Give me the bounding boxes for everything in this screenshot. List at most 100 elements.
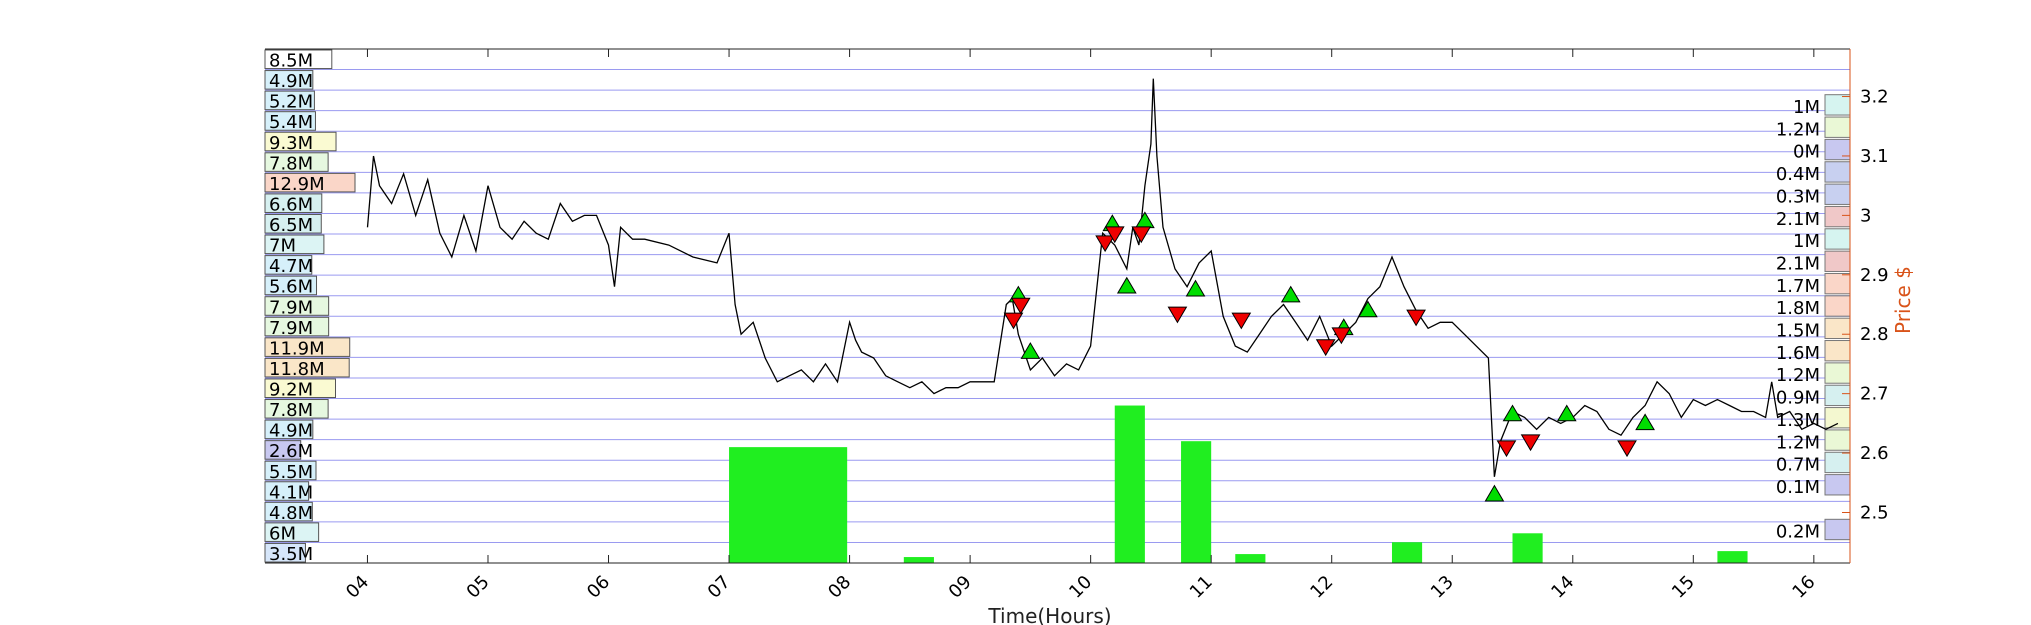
left-profile-bar [264, 255, 313, 275]
y-tick-label: 2.8 [1860, 324, 1889, 345]
volume-bar [1391, 542, 1423, 563]
x-tick-label: 09 [945, 572, 976, 603]
sell-marker [1315, 339, 1336, 357]
sell-marker [1003, 312, 1024, 330]
left-profile-bar [264, 522, 320, 542]
buy-marker [1280, 285, 1301, 303]
sell-marker [1167, 306, 1188, 324]
volume-bar [1717, 551, 1748, 563]
y-tick-label: 2.5 [1860, 502, 1889, 523]
sell-marker [1520, 434, 1541, 452]
left-profile-label: 7.8M [269, 153, 313, 174]
left-profile-bar [264, 131, 337, 152]
left-profile-label: 5.2M [269, 92, 313, 113]
right-profile-bar [1824, 138, 1851, 161]
left-profile-label: 4.9M [269, 421, 313, 442]
right-profile-bar [1824, 317, 1851, 340]
left-profile-label: 4.8M [269, 503, 313, 524]
left-profile-bar [264, 501, 313, 522]
x-tick-label: 16 [1788, 572, 1819, 603]
trade-markers [1003, 211, 1655, 502]
right-profile-label: 1.2M [1776, 119, 1820, 140]
price-line [366, 78, 1839, 477]
right-profile-label: 1.3M [1776, 410, 1820, 431]
right-profile-bar [1824, 205, 1851, 228]
left-profile-label: 11.8M [269, 359, 325, 380]
buy-marker [1135, 211, 1155, 229]
volume-bar [903, 557, 934, 563]
sell-marker [1231, 312, 1252, 330]
left-profile-bar [264, 193, 323, 213]
right-profile-bar [1824, 295, 1851, 317]
right-profile-label: 0.7M [1776, 455, 1820, 476]
right-profile-label: 1M [1793, 231, 1820, 252]
x-tick-label: 04 [342, 572, 373, 603]
left-profile-label: 5.4M [269, 112, 313, 133]
left-profile-bar [264, 70, 314, 90]
left-profile-bar [264, 213, 322, 234]
left-profile-bar [264, 357, 350, 378]
left-profile-bar [264, 542, 306, 563]
buy-marker [1502, 404, 1523, 422]
right-profile-bar [1824, 94, 1851, 116]
left-profile-label: 3.5M [269, 544, 313, 565]
y-tick-label: 3.1 [1860, 146, 1889, 167]
left-profile-bar [264, 49, 333, 70]
right-profile-bar [1824, 407, 1851, 429]
left-profile-bar [264, 296, 330, 316]
left-profile-label: 7.9M [269, 318, 313, 339]
right-profile-label: 0.3M [1776, 186, 1820, 207]
buy-marker [1116, 276, 1137, 294]
right-profile-label: 0M [1793, 142, 1820, 163]
grid-lines [265, 48, 1850, 564]
price-series [366, 78, 1839, 477]
left-profile-bar [264, 337, 351, 357]
right-profile-label: 0.1M [1776, 477, 1820, 498]
right-profile-bar [1824, 384, 1851, 407]
right-profile-label: 1.5M [1776, 321, 1820, 342]
x-tick-label: 08 [824, 572, 855, 603]
left-profile-label: 6.6M [269, 194, 313, 215]
right-profile-bar [1824, 429, 1851, 451]
sell-marker [1617, 440, 1637, 458]
left-profile-label: 9.2M [269, 380, 313, 401]
sell-marker [1104, 226, 1125, 244]
y-tick-label: 2.7 [1860, 384, 1889, 405]
right-volume-profile: 1M1.2M0M0.4M0.3M2.1M1M2.1M1.7M1.8M1.5M1.… [1776, 94, 1851, 543]
left-profile-label: 7M [269, 236, 296, 257]
buy-marker [1357, 300, 1378, 318]
y-tick-label: 2.6 [1860, 443, 1889, 464]
x-tick-label: 10 [1065, 572, 1096, 603]
right-profile-bar [1824, 161, 1851, 183]
y-tick-label: 3.2 [1860, 87, 1889, 108]
left-profile-label: 5.6M [269, 277, 313, 298]
left-profile-label: 2.6M [269, 441, 313, 462]
left-profile-bar [264, 440, 302, 460]
left-profile-label: 4.1M [269, 482, 313, 503]
y-tick-label: 2.9 [1860, 265, 1889, 286]
right-profile-label: 0.2M [1776, 522, 1820, 543]
x-tick-label: 15 [1668, 572, 1699, 603]
left-profile-label: 6M [269, 523, 296, 544]
right-profile-bar [1824, 228, 1851, 250]
right-profile-label: 1.2M [1776, 365, 1820, 386]
right-profile-label: 1.8M [1776, 298, 1820, 319]
left-profile-bar [264, 481, 310, 501]
right-profile-bar [1824, 250, 1851, 272]
left-profile-label: 7.9M [269, 297, 313, 318]
sell-marker [1010, 297, 1031, 315]
left-volume-profile: 8.5M4.9M5.2M5.4M9.3M7.8M12.9M6.6M6.5M7M4… [264, 49, 356, 565]
volume-bars [729, 405, 1748, 563]
volume-bar [1235, 554, 1266, 563]
left-profile-bar [264, 419, 314, 440]
x-tick-label: 14 [1547, 572, 1578, 603]
x-tick-label: 07 [704, 572, 735, 603]
buy-marker [1484, 484, 1505, 502]
buy-marker [1185, 279, 1206, 297]
right-profile-bar [1824, 183, 1851, 205]
right-profile-label: 1.6M [1776, 343, 1820, 364]
volume-bar [729, 447, 848, 563]
right-profile-bar [1824, 340, 1851, 362]
x-tick-label: 06 [583, 572, 614, 603]
